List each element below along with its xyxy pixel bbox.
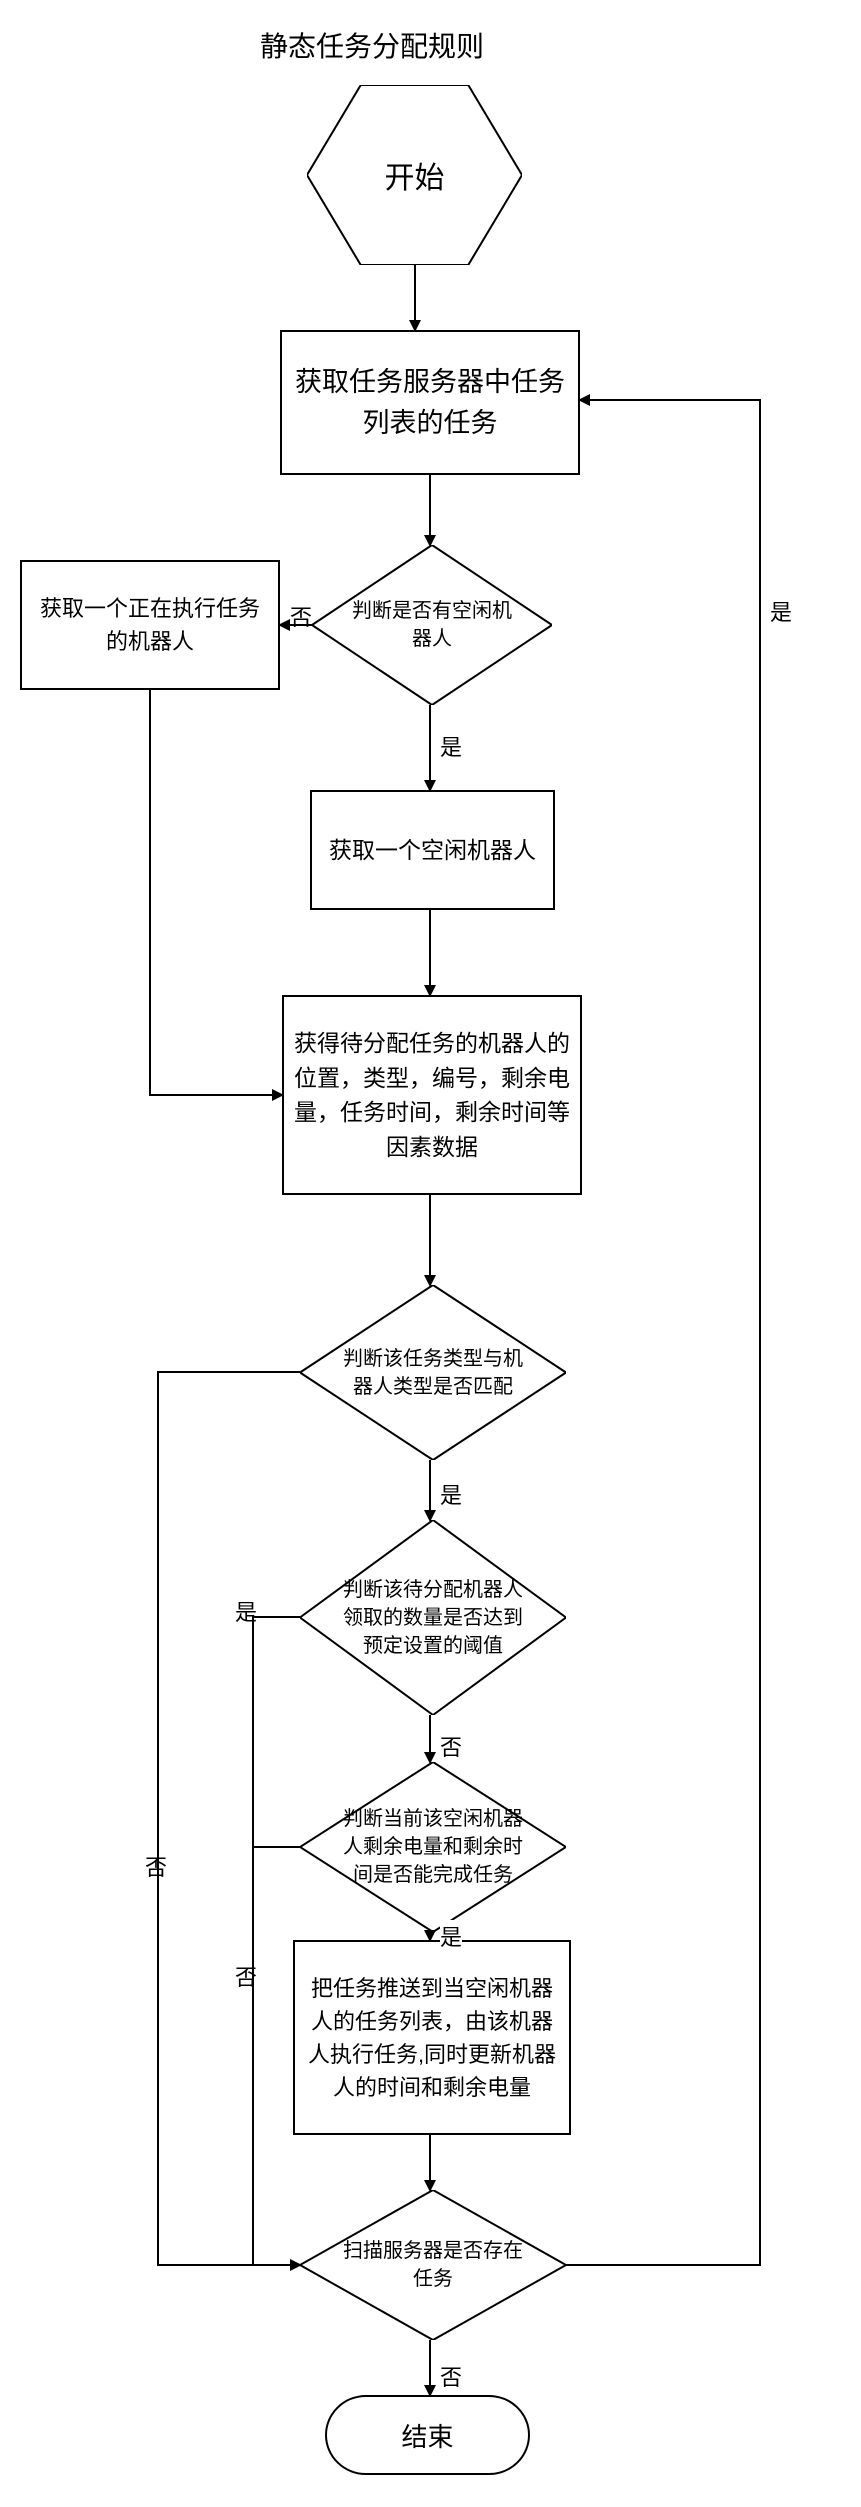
process-get-task-list: 获取任务服务器中任务列表的任务 — [280, 330, 580, 475]
process-get-idle-robot: 获取一个空闲机器人 — [310, 790, 555, 910]
decision-text: 判断是否有空闲机器人 — [312, 545, 552, 705]
decision-has-task: 扫描服务器是否存在任务 — [300, 2190, 566, 2340]
flowchart-title: 静态任务分配规则 — [260, 25, 484, 65]
process-text: 获取一个正在执行任务的机器人 — [32, 592, 268, 658]
edge-label-yes: 是 — [440, 1478, 462, 1510]
process-get-robot-data: 获得待分配任务的机器人的位置，类型，编号，剩余电量，任务时间，剩余时间等因素数据 — [282, 995, 582, 1195]
decision-text: 判断该待分配机器人领取的数量是否达到预定设置的阈值 — [300, 1520, 566, 1715]
process-text: 获得待分配任务的机器人的位置，类型，编号，剩余电量，任务时间，剩余时间等因素数据 — [294, 1026, 570, 1164]
end-label: 结束 — [325, 2395, 530, 2475]
decision-text: 判断该任务类型与机器人类型是否匹配 — [300, 1285, 566, 1460]
end-node: 结束 — [325, 2395, 530, 2475]
decision-text: 扫描服务器是否存在任务 — [300, 2190, 566, 2340]
edge-label-no: 否 — [290, 600, 312, 632]
decision-threshold: 判断该待分配机器人领取的数量是否达到预定设置的阈值 — [300, 1520, 566, 1715]
decision-text: 判断当前该空闲机器人剩余电量和剩余时间是否能完成任务 — [300, 1762, 566, 1932]
edge-label-yes: 是 — [235, 1595, 257, 1627]
edge-label-yes: 是 — [440, 730, 462, 762]
edge-label-yes: 是 — [440, 1920, 462, 1952]
process-push-task: 把任务推送到当空闲机器人的任务列表，由该机器人执行任务,同时更新机器人的时间和剩… — [293, 1940, 571, 2135]
edge-label-no: 否 — [440, 1730, 462, 1762]
start-node: 开始 — [307, 85, 522, 265]
process-text: 获取任务服务器中任务列表的任务 — [292, 362, 568, 443]
start-label: 开始 — [307, 85, 522, 265]
decision-battery-time: 判断当前该空闲机器人剩余电量和剩余时间是否能完成任务 — [300, 1762, 566, 1932]
process-get-busy-robot: 获取一个正在执行任务的机器人 — [20, 560, 280, 690]
decision-type-match: 判断该任务类型与机器人类型是否匹配 — [300, 1285, 566, 1460]
decision-idle-robot: 判断是否有空闲机器人 — [312, 545, 552, 705]
process-text: 把任务推送到当空闲机器人的任务列表，由该机器人执行任务,同时更新机器人的时间和剩… — [305, 1972, 559, 2104]
edge-label-no: 否 — [235, 1960, 257, 1992]
edge-label-no: 否 — [440, 2360, 462, 2392]
edge-label-yes: 是 — [770, 595, 792, 627]
edge-label-no: 否 — [145, 1850, 167, 1882]
process-text: 获取一个空闲机器人 — [329, 833, 536, 868]
